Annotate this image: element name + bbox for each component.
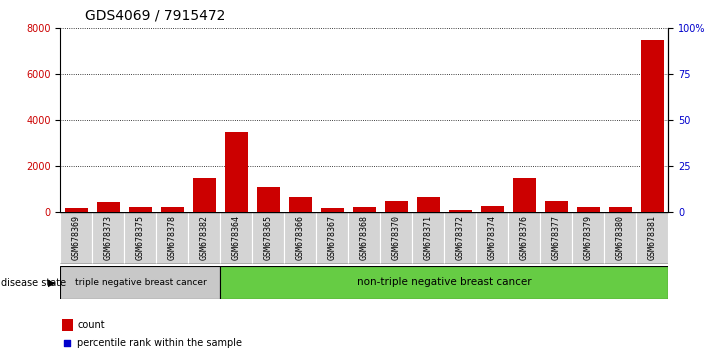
Bar [289, 198, 311, 212]
Bar [636, 212, 668, 264]
Text: GSM678381: GSM678381 [648, 215, 657, 260]
Text: count: count [77, 320, 105, 330]
Text: GSM678379: GSM678379 [584, 215, 593, 260]
Bar [225, 132, 247, 212]
Bar [449, 210, 471, 212]
Text: GDS4069 / 7915472: GDS4069 / 7915472 [85, 9, 225, 23]
Bar [92, 212, 124, 264]
Text: GSM678370: GSM678370 [392, 215, 401, 260]
Text: GSM678372: GSM678372 [456, 215, 465, 260]
Bar [545, 201, 567, 212]
Text: GSM678371: GSM678371 [424, 215, 433, 260]
Text: GSM678364: GSM678364 [232, 215, 241, 260]
Bar [316, 212, 348, 264]
Bar [412, 212, 444, 264]
Bar [124, 212, 156, 264]
Bar [604, 212, 636, 264]
Bar [129, 207, 151, 212]
Bar [476, 212, 508, 264]
Bar [540, 212, 572, 264]
Bar [60, 266, 220, 299]
Point [61, 340, 73, 346]
Bar [161, 207, 183, 212]
Bar [444, 212, 476, 264]
Bar [348, 212, 380, 264]
Text: GSM678367: GSM678367 [328, 215, 337, 260]
Bar [572, 212, 604, 264]
Bar [380, 212, 412, 264]
Bar [641, 40, 663, 212]
Text: triple negative breast cancer: triple negative breast cancer [75, 278, 206, 287]
Bar [97, 202, 119, 212]
Text: GSM678373: GSM678373 [104, 215, 113, 260]
Bar [353, 207, 375, 212]
Text: non-triple negative breast cancer: non-triple negative breast cancer [357, 277, 532, 287]
Text: GSM678376: GSM678376 [520, 215, 529, 260]
Text: GSM678382: GSM678382 [200, 215, 209, 260]
Bar [193, 178, 215, 212]
Text: GSM678368: GSM678368 [360, 215, 369, 260]
Bar [481, 206, 503, 212]
Bar [220, 212, 252, 264]
Bar [284, 212, 316, 264]
Bar [60, 212, 92, 264]
Bar [65, 208, 87, 212]
Bar [609, 207, 631, 212]
Bar [508, 212, 540, 264]
Text: GSM678375: GSM678375 [136, 215, 145, 260]
Text: GSM678377: GSM678377 [552, 215, 561, 260]
Text: GSM678380: GSM678380 [616, 215, 625, 260]
Text: GSM678369: GSM678369 [72, 215, 81, 260]
Bar [188, 212, 220, 264]
Bar [321, 208, 343, 212]
Bar [252, 212, 284, 264]
Text: ▶: ▶ [48, 278, 55, 288]
Bar [257, 187, 279, 212]
Text: GSM678374: GSM678374 [488, 215, 497, 260]
Text: disease state: disease state [1, 278, 67, 288]
Bar [62, 319, 73, 331]
Bar [220, 266, 668, 299]
Text: GSM678378: GSM678378 [168, 215, 177, 260]
Text: GSM678365: GSM678365 [264, 215, 273, 260]
Bar [417, 198, 439, 212]
Bar [577, 207, 599, 212]
Bar [385, 201, 407, 212]
Bar [156, 212, 188, 264]
Bar [513, 178, 535, 212]
Text: percentile rank within the sample: percentile rank within the sample [77, 338, 242, 348]
Text: GSM678366: GSM678366 [296, 215, 305, 260]
